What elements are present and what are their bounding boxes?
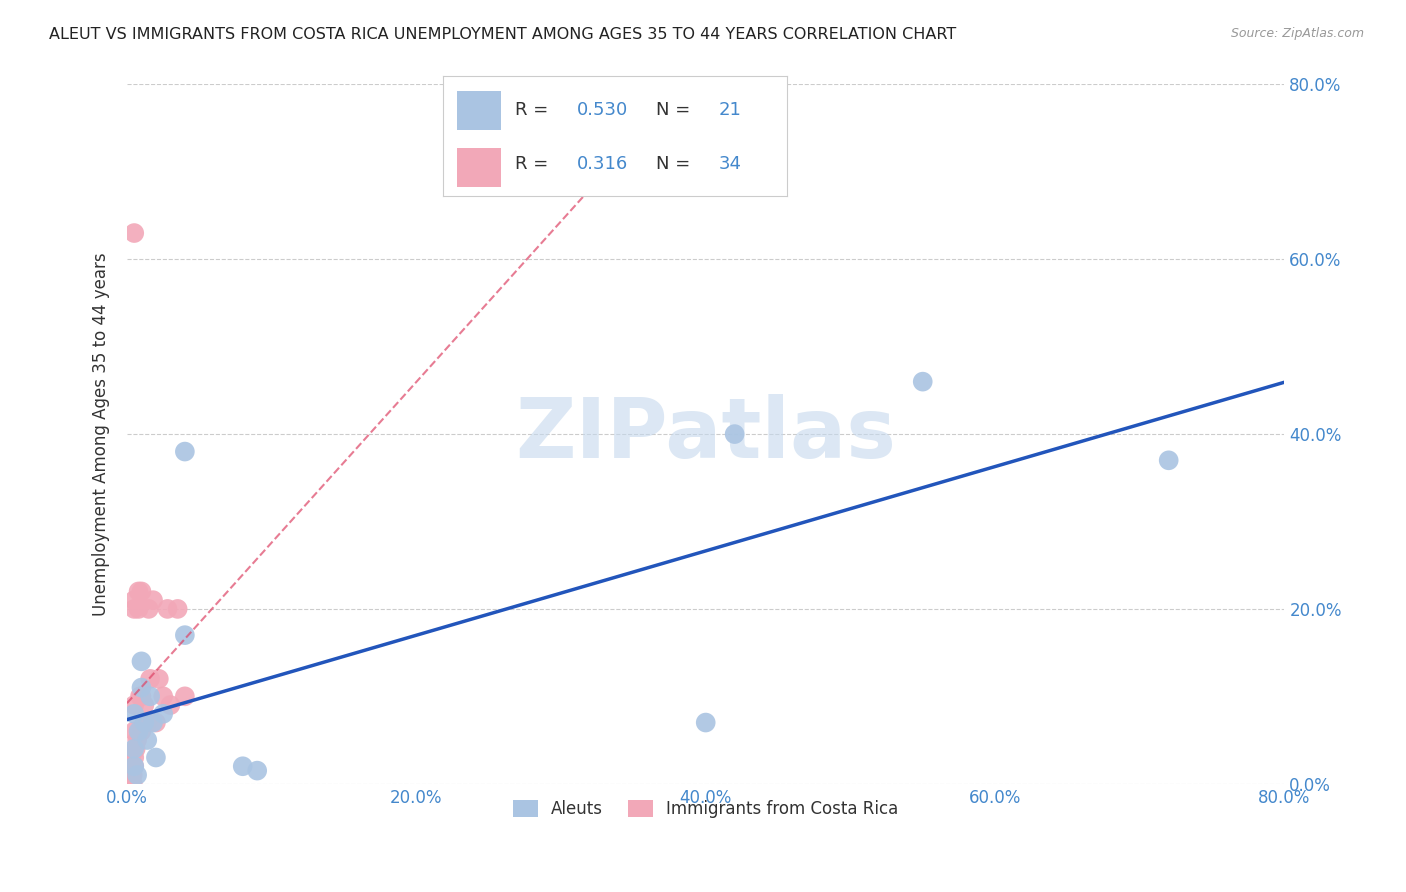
Point — [120, 768, 142, 782]
Point — [120, 777, 142, 791]
Point — [139, 690, 162, 704]
Y-axis label: Unemployment Among Ages 35 to 44 years: Unemployment Among Ages 35 to 44 years — [93, 252, 110, 615]
Point — [136, 733, 159, 747]
Point — [173, 690, 195, 704]
Text: N =: N = — [657, 154, 696, 173]
Point — [124, 741, 146, 756]
Point — [127, 733, 149, 747]
Point — [122, 759, 145, 773]
Point — [145, 750, 167, 764]
Point — [122, 750, 145, 764]
Text: 0.316: 0.316 — [578, 154, 628, 173]
Text: Source: ZipAtlas.com: Source: ZipAtlas.com — [1230, 27, 1364, 40]
Text: ZIPatlas: ZIPatlas — [515, 393, 896, 475]
Point — [134, 698, 156, 712]
Point — [121, 777, 143, 791]
Text: R =: R = — [515, 154, 554, 173]
Point — [120, 759, 142, 773]
Point — [122, 602, 145, 616]
Point — [139, 672, 162, 686]
Point — [128, 602, 150, 616]
Point — [152, 690, 174, 704]
Text: 0.530: 0.530 — [578, 101, 628, 119]
Point — [173, 444, 195, 458]
Point — [152, 706, 174, 721]
Point — [122, 226, 145, 240]
Point — [148, 672, 170, 686]
Point — [142, 593, 165, 607]
Point — [122, 593, 145, 607]
Point — [136, 715, 159, 730]
Point — [122, 706, 145, 721]
Point — [122, 698, 145, 712]
Point — [122, 741, 145, 756]
Point — [131, 690, 153, 704]
Point — [138, 602, 160, 616]
Point — [695, 715, 717, 730]
Point — [131, 724, 153, 739]
Text: ALEUT VS IMMIGRANTS FROM COSTA RICA UNEMPLOYMENT AMONG AGES 35 TO 44 YEARS CORRE: ALEUT VS IMMIGRANTS FROM COSTA RICA UNEM… — [49, 27, 956, 42]
Point — [122, 724, 145, 739]
Point — [120, 750, 142, 764]
Text: R =: R = — [515, 101, 554, 119]
Point — [134, 715, 156, 730]
FancyBboxPatch shape — [457, 148, 502, 186]
Point — [131, 681, 153, 695]
Point — [246, 764, 269, 778]
Point — [121, 768, 143, 782]
Point — [156, 602, 179, 616]
FancyBboxPatch shape — [457, 92, 502, 130]
Point — [128, 584, 150, 599]
Point — [1157, 453, 1180, 467]
Point — [129, 690, 152, 704]
Text: 34: 34 — [718, 154, 741, 173]
Point — [724, 427, 747, 442]
Point — [131, 654, 153, 668]
Point — [173, 628, 195, 642]
Text: 21: 21 — [718, 101, 741, 119]
Point — [232, 759, 254, 773]
Point — [128, 724, 150, 739]
Point — [131, 584, 153, 599]
Text: N =: N = — [657, 101, 696, 119]
Point — [145, 715, 167, 730]
Legend: Aleuts, Immigrants from Costa Rica: Aleuts, Immigrants from Costa Rica — [506, 793, 905, 824]
Point — [122, 759, 145, 773]
Point — [911, 375, 934, 389]
Point — [142, 715, 165, 730]
Point — [120, 777, 142, 791]
Point — [166, 602, 188, 616]
Point — [159, 698, 181, 712]
Point — [127, 768, 149, 782]
